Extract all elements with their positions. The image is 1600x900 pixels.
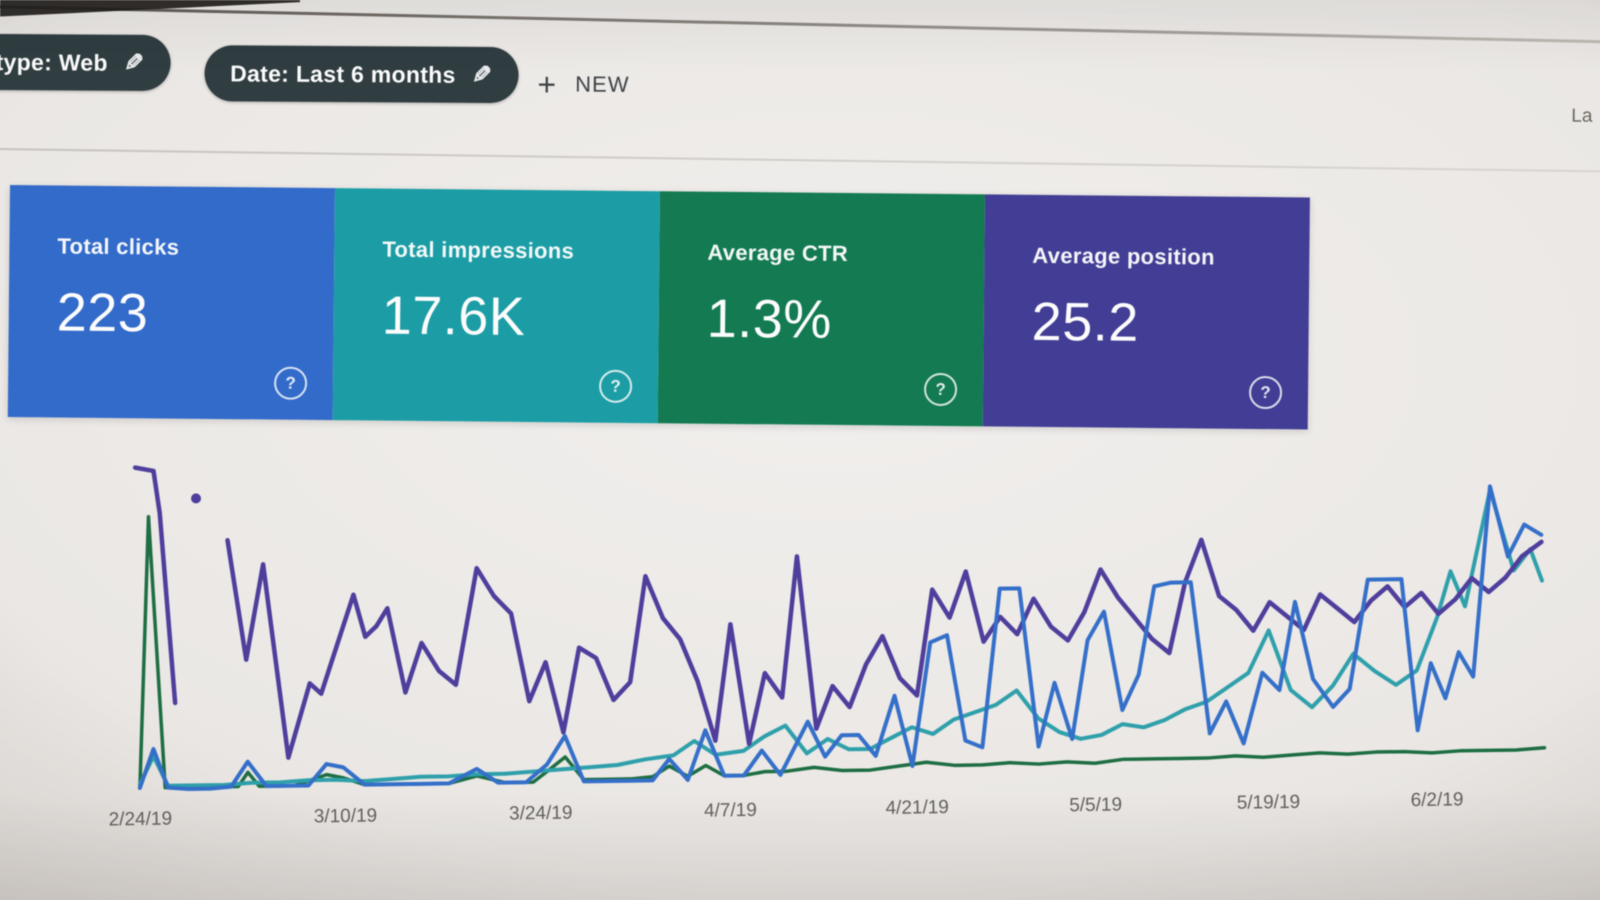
- card-total-impressions[interactable]: Total impressions 17.6K ?: [332, 188, 660, 424]
- help-icon[interactable]: ?: [273, 366, 308, 400]
- card-total-clicks[interactable]: Total clicks 223 ?: [7, 185, 335, 421]
- x-axis-label: 5/19/19: [1236, 791, 1301, 814]
- clicks-line: [137, 484, 1544, 791]
- card-label: Total impressions: [382, 236, 575, 264]
- card-value: 1.3%: [706, 288, 833, 350]
- help-question-glyph: ?: [610, 376, 621, 396]
- chart-canvas: [132, 465, 1547, 791]
- performance-chart[interactable]: 2/24/19 3/10/19 3/24/19 4/7/19 4/21/19 5/5/19…: [109, 422, 1547, 830]
- x-axis-label: 3/10/19: [313, 805, 378, 828]
- card-value: 25.2: [1031, 291, 1140, 353]
- help-question-glyph: ?: [285, 373, 296, 393]
- x-axis-label: 5/5/19: [1069, 794, 1123, 817]
- ctr-line: [138, 514, 1547, 790]
- summary-cards: Total clicks 223 ? Total impressions 17.…: [7, 185, 1310, 430]
- filter-chip-search-type[interactable]: type: Web ✎: [0, 33, 171, 92]
- help-question-glyph: ?: [1260, 382, 1271, 402]
- toolbar-divider: [0, 147, 1600, 173]
- help-icon[interactable]: ?: [1248, 375, 1283, 410]
- position-line-isolated-point: [191, 493, 202, 504]
- card-value: 17.6K: [381, 285, 526, 347]
- new-filter-button[interactable]: + NEW: [531, 66, 635, 103]
- x-axis-label: 4/7/19: [703, 799, 757, 822]
- toolbar: type: Web ✎ Date: Last 6 months ✎ + NEW …: [0, 0, 1600, 173]
- edit-pencil-icon[interactable]: ✎: [471, 61, 493, 89]
- plus-icon: +: [537, 66, 558, 103]
- x-axis-label: 3/24/19: [508, 802, 573, 825]
- position-line: [132, 465, 178, 706]
- card-label: Average CTR: [707, 239, 849, 267]
- card-value: 223: [56, 282, 149, 344]
- card-label: Total clicks: [57, 233, 180, 260]
- filter-chips: type: Web ✎ Date: Last 6 months ✎: [0, 33, 519, 104]
- card-average-position[interactable]: Average position 25.2 ?: [982, 194, 1310, 430]
- truncated-last-updated-text: La: [1571, 105, 1593, 127]
- x-axis-label: 2/24/19: [108, 808, 173, 831]
- x-axis-labels: 2/24/19 3/10/19 3/24/19 4/7/19 4/21/19 5/5/19…: [109, 788, 1545, 849]
- position-line: [225, 537, 1544, 760]
- filter-chip-date-range[interactable]: Date: Last 6 months ✎: [203, 45, 519, 104]
- new-button-label: NEW: [575, 71, 630, 97]
- edit-pencil-icon[interactable]: ✎: [123, 49, 145, 77]
- impressions-line: [137, 487, 1544, 788]
- x-axis-label: 6/2/19: [1410, 789, 1464, 812]
- x-axis-label: 4/21/19: [885, 797, 950, 819]
- card-label: Average position: [1032, 242, 1215, 270]
- help-icon[interactable]: ?: [923, 372, 958, 407]
- help-icon[interactable]: ?: [598, 369, 633, 403]
- help-question-glyph: ?: [935, 379, 946, 399]
- filter-chip-label: type: Web: [0, 48, 108, 76]
- card-average-ctr[interactable]: Average CTR 1.3% ?: [657, 191, 985, 427]
- filter-chip-label: Date: Last 6 months: [230, 59, 456, 88]
